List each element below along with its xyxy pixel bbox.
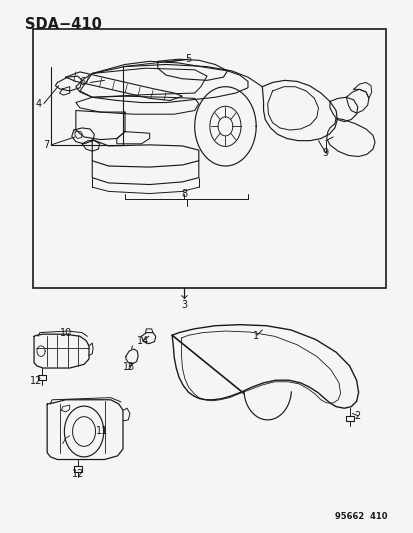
Text: 3: 3 xyxy=(181,300,187,310)
Text: 11: 11 xyxy=(96,426,108,437)
Text: 8: 8 xyxy=(181,189,187,198)
Text: 12: 12 xyxy=(29,376,42,386)
Text: 1: 1 xyxy=(252,332,259,341)
Text: 95662  410: 95662 410 xyxy=(334,512,387,521)
Text: 6: 6 xyxy=(79,77,85,87)
Bar xyxy=(33,29,385,288)
Text: 2: 2 xyxy=(354,410,360,421)
Text: 4: 4 xyxy=(35,99,41,109)
Text: 10: 10 xyxy=(59,328,71,337)
Text: 9: 9 xyxy=(322,148,328,158)
Text: 13: 13 xyxy=(123,362,135,372)
Text: SDA−410: SDA−410 xyxy=(24,17,101,32)
Text: 12: 12 xyxy=(71,469,84,479)
Text: 5: 5 xyxy=(185,54,191,64)
Text: 14: 14 xyxy=(137,336,149,345)
Text: 7: 7 xyxy=(43,140,49,150)
